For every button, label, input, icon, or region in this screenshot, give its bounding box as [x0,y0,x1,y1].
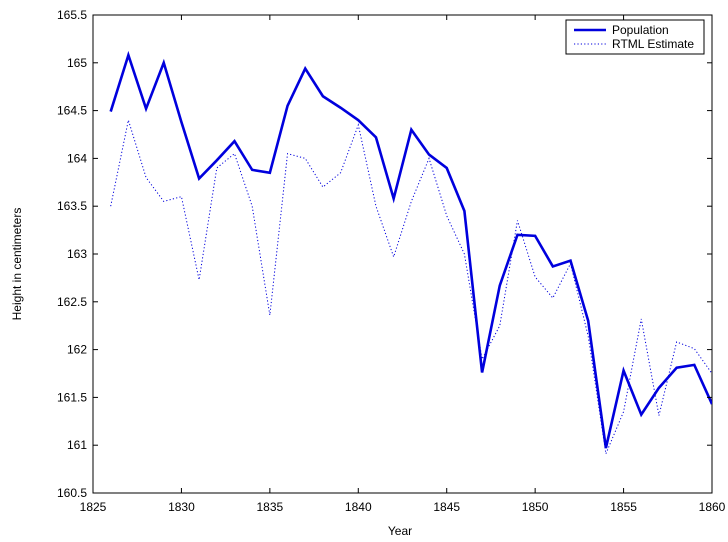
y-tick-label: 160.5 [57,486,87,500]
y-tick-label: 162 [67,343,87,357]
y-tick-label: 165.5 [57,8,87,22]
y-tick-label: 163 [67,247,87,261]
legend-box [565,19,705,55]
x-tick-label: 1830 [168,500,195,514]
y-tick-label: 165 [67,56,87,70]
x-tick-label: 1860 [699,500,726,514]
x-tick-label: 1850 [522,500,549,514]
axis-ticks: 1825 1830 1835 1840 1845 1850 1855 1860 160.5 161… [57,8,726,514]
x-axis-title: Year [388,524,412,538]
legend-label: Population [612,23,669,37]
x-tick-label: 1825 [80,500,107,514]
y-tick-label: 161 [67,438,87,452]
x-tick-label: 1845 [433,500,460,514]
y-tick-label: 162.5 [57,295,87,309]
x-tick-label: 1835 [257,500,284,514]
legend-label: RTML Estimate [612,37,694,51]
y-tick-label: 161.5 [57,390,87,404]
y-tick-label: 164 [67,151,87,165]
x-tick-label: 1855 [610,500,637,514]
series-line-population [109,50,712,449]
y-tick-label: 163.5 [57,199,87,213]
x-tick-label: 1840 [345,500,372,514]
plot-area [92,14,713,494]
y-tick-label: 164.5 [57,104,87,118]
y-axis-title: Height in centimeters [10,208,24,321]
series-line-rtml-estimate [110,120,712,456]
